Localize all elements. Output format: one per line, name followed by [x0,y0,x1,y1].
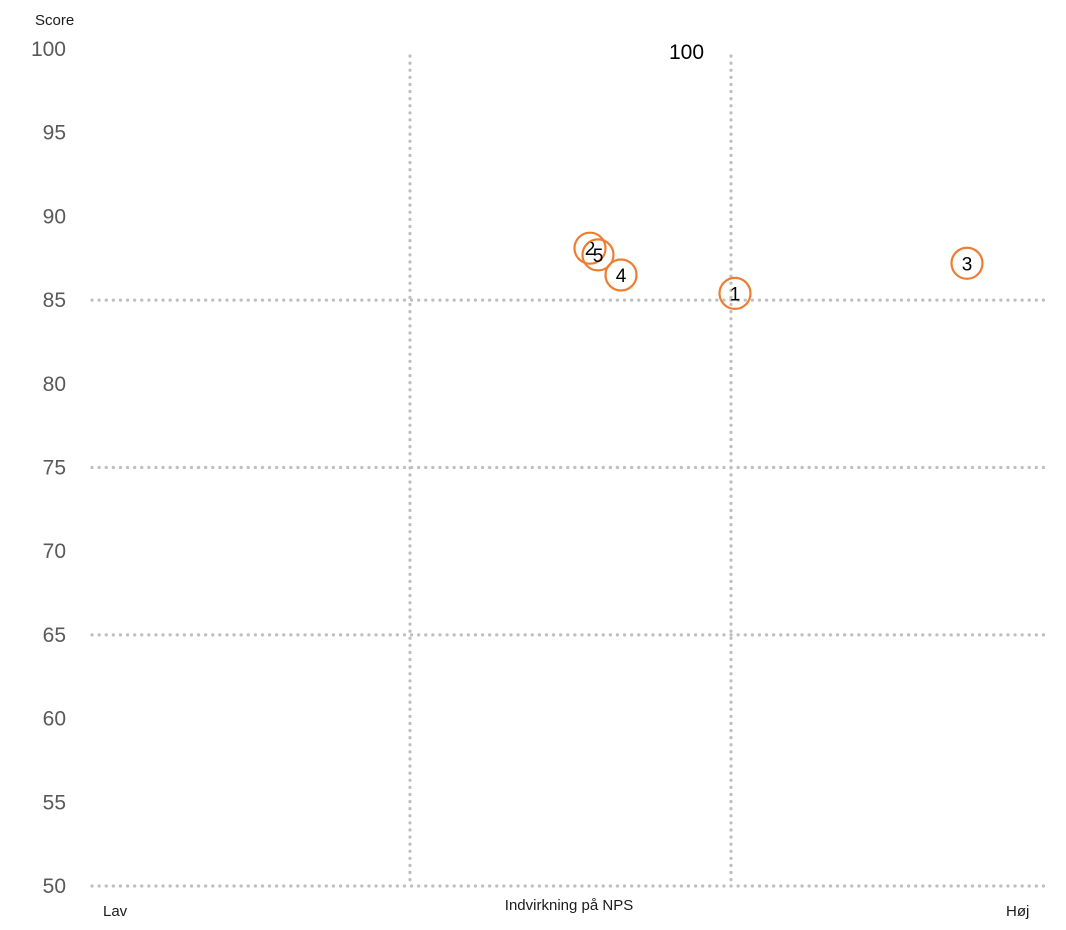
x-low-label: Lav [103,903,128,920]
grid-lines [90,54,1048,888]
y-tick-label-80: 80 [43,373,66,396]
y-tick-label-95: 95 [43,122,66,145]
y-tick-label-60: 60 [43,708,66,731]
y-axis-title: Score [35,12,74,29]
data-point-label-1: 1 [730,284,741,305]
y-tick-label-70: 70 [43,540,66,563]
y-tick-label-55: 55 [43,791,66,814]
data-point-4 [604,258,638,292]
data-point-label-2: 2 [585,239,596,260]
y-tick-label-75: 75 [43,457,66,480]
data-point-5 [581,238,615,272]
data-points: 1 254 3 [573,231,984,311]
y-tick-label-50: 50 [43,875,66,898]
x-high-label: Høj [1006,903,1029,920]
data-point-label-3: 3 [962,254,973,275]
y-axis-ticks: 100 95 90 85 80 75 70 65 60 55 50 [31,38,66,898]
vertical-reference-label: 100 [669,41,704,64]
y-tick-label-90: 90 [43,205,66,228]
y-tick-label-85: 85 [43,289,66,312]
data-point-1 [718,276,752,311]
data-point-label-4: 4 [616,266,627,287]
data-point-3 [950,246,984,280]
data-point-2 [573,231,607,265]
y-tick-label-100: 100 [31,38,66,61]
data-point-label-5: 5 [593,246,604,267]
y-tick-label-65: 65 [43,624,66,647]
x-axis-title: Indvirkning på NPS [505,897,633,914]
